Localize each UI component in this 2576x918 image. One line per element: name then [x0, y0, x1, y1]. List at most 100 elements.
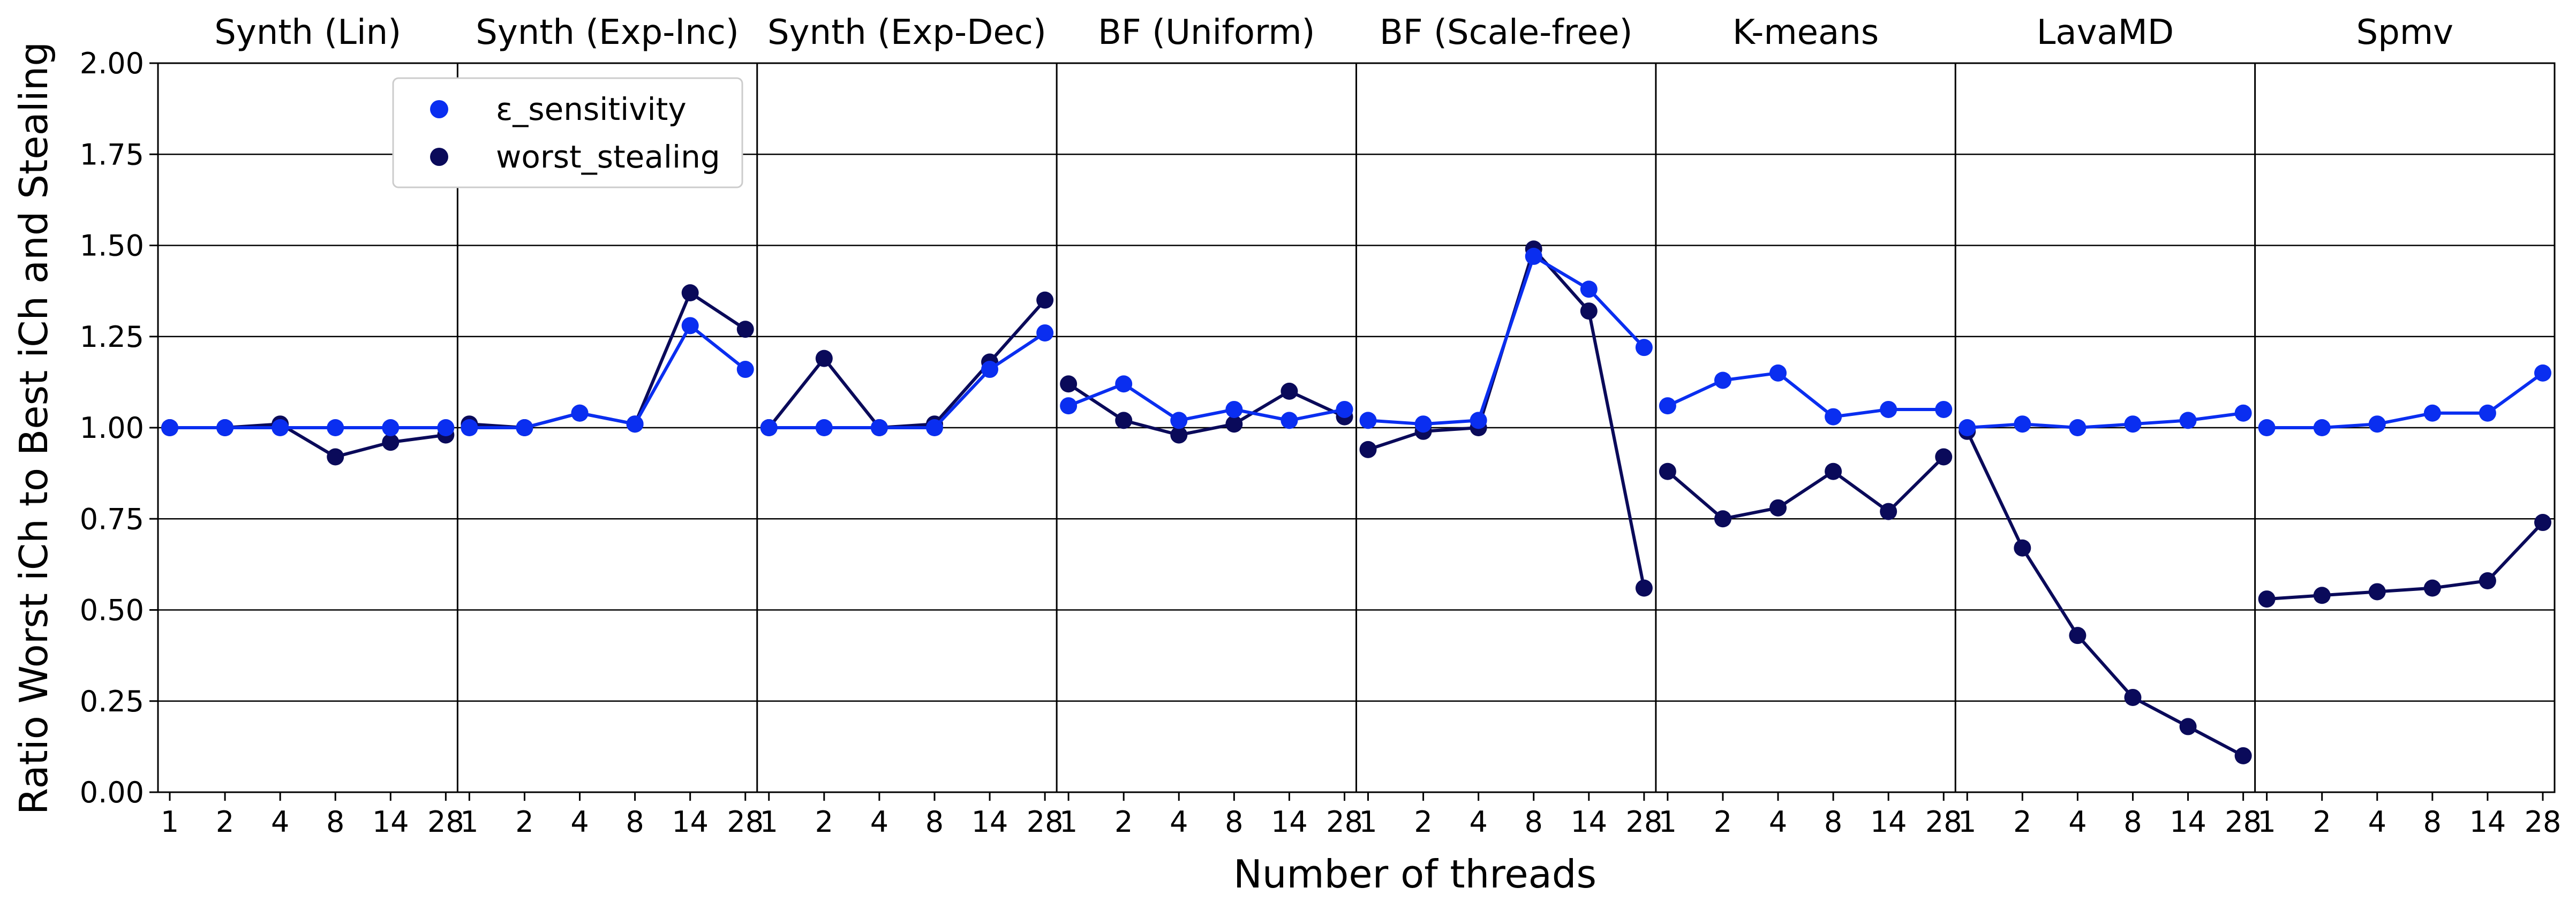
x-axis-label: Number of threads	[1233, 852, 1596, 897]
x-tick-label: 4	[271, 805, 289, 839]
worst-stealing-point	[1036, 291, 1054, 309]
eps-sensitivity-point	[1225, 400, 1243, 418]
worst-stealing-line	[469, 291, 747, 429]
eps-sensitivity-point	[1036, 324, 1054, 342]
eps-sensitivity-point	[681, 317, 699, 335]
eps-sensitivity-point	[216, 419, 234, 436]
eps-sensitivity-point	[327, 419, 344, 436]
eps-sensitivity-point	[1359, 412, 1377, 429]
worst-stealing-point	[1060, 375, 1078, 393]
worst-stealing-point	[2313, 587, 2331, 604]
eps-sensitivity-point	[2258, 419, 2276, 436]
eps-sensitivity-point	[1935, 400, 1953, 418]
eps-sensitivity-point	[2179, 412, 2197, 429]
panel-title: Synth (Exp-Dec)	[767, 13, 1046, 52]
eps-sensitivity-point	[815, 419, 833, 436]
x-tick-label: 8	[925, 805, 944, 839]
worst-stealing-line	[1067, 382, 1345, 437]
eps-sensitivity-point	[2479, 404, 2496, 422]
legend-marker-worst	[430, 148, 448, 166]
x-tick-label: 2	[1414, 805, 1432, 839]
y-tick-label: 1.75	[80, 138, 144, 171]
panel-title: BF (Scale-free)	[1380, 13, 1632, 52]
worst-stealing-point	[1825, 462, 1842, 480]
x-tick-label: 4	[2368, 805, 2386, 839]
y-tick-label: 0.50	[80, 594, 144, 627]
legend: ε_sensitivity worst_stealing	[392, 77, 743, 188]
eps-sensitivity-point	[2069, 419, 2087, 436]
worst-stealing-point	[2179, 718, 2197, 735]
panel-titles: Synth (Lin) Synth (Exp-Inc) Synth (Exp-Dec…	[214, 13, 2453, 52]
eps-sensitivity-point	[1170, 412, 1188, 429]
eps-sensitivity-point	[1336, 400, 1353, 418]
x-tick-label: 14	[2469, 805, 2506, 839]
worst-stealing-point	[2368, 583, 2386, 601]
worst-stealing-point	[2234, 747, 2252, 764]
worst-stealing-line	[2266, 521, 2544, 601]
x-tick-label: 4	[1769, 805, 1787, 839]
x-tick-label: 14	[1870, 805, 1907, 839]
panel-title: Synth (Lin)	[214, 13, 401, 52]
worst-stealing-point	[2069, 627, 2087, 644]
eps-sensitivity-point	[272, 419, 289, 436]
x-tick-label: 8	[2123, 805, 2142, 839]
eps-sensitivity-point	[1714, 371, 1731, 389]
x-tick-label: 14	[971, 805, 1008, 839]
y-tick-label: 1.50	[80, 229, 144, 263]
worst-stealing-point	[1880, 503, 1897, 520]
x-tick-label: 14	[372, 805, 409, 839]
eps-sensitivity-line	[1368, 254, 1646, 426]
x-tick-label: 14	[2170, 805, 2206, 839]
x-tick-label: 8	[1225, 805, 1243, 839]
x-tick-label: 28	[727, 805, 764, 839]
eps-sensitivity-point	[382, 419, 400, 436]
worst-stealing-point	[2258, 590, 2276, 608]
worst-stealing-point	[1115, 412, 1133, 429]
x-tick-label: 28	[1027, 805, 1064, 839]
eps-sensitivity-point	[1470, 412, 1487, 429]
worst-stealing-line	[1666, 456, 1945, 521]
x-tick-label: 1	[1059, 805, 1078, 839]
x-tick-label: 1	[760, 805, 778, 839]
eps-sensitivity-line	[469, 324, 747, 429]
eps-sensitivity-point	[1115, 375, 1133, 393]
worst-stealing-point	[1225, 415, 1243, 433]
worst-stealing-line	[767, 299, 1046, 429]
eps-sensitivity-point	[2313, 419, 2331, 436]
worst-stealing-point	[681, 284, 699, 302]
worst-stealing-point	[1170, 426, 1188, 444]
x-tick-label: 1	[1659, 805, 1677, 839]
panel-title: Spmv	[2356, 13, 2453, 52]
panel-title: Synth (Exp-Inc)	[476, 13, 739, 52]
eps-sensitivity-point	[626, 415, 644, 433]
worst-stealing-point	[1935, 448, 1953, 466]
eps-sensitivity-point	[981, 361, 999, 378]
x-tick-label: 4	[870, 805, 888, 839]
eps-sensitivity-point	[516, 419, 533, 436]
worst-stealing-point	[2534, 514, 2551, 532]
x-tick-label: 28	[1925, 805, 1962, 839]
worst-stealing-point	[1635, 579, 1653, 597]
eps-sensitivity-line	[1967, 411, 2244, 429]
eps-sensitivity-point	[1880, 400, 1897, 418]
x-tick-label: 4	[1170, 805, 1188, 839]
x-tick-label: 8	[626, 805, 644, 839]
y-tick-label: 2.00	[80, 47, 144, 80]
worst-stealing-point	[382, 434, 400, 451]
x-tick-label: 1	[460, 805, 478, 839]
x-tick-label: 28	[1626, 805, 1663, 839]
worst-stealing-point	[327, 448, 344, 466]
x-tick-label: 8	[2423, 805, 2442, 839]
eps-sensitivity-point	[1060, 397, 1078, 415]
x-tick-label: 2	[2313, 805, 2331, 839]
y-ticks: 0.00 0.25 0.50 0.75 1.00 1.25 1.50 1.75 2.00	[80, 47, 158, 809]
eps-sensitivity-point	[2534, 364, 2551, 382]
x-tick-label: 4	[2068, 805, 2087, 839]
x-tick-label: 28	[1326, 805, 1363, 839]
eps-sensitivity-point	[437, 419, 455, 436]
eps-sensitivity-point	[1769, 364, 1787, 382]
x-tick-label: 4	[570, 805, 589, 839]
x-tick-label: 1	[161, 805, 179, 839]
worst-stealing-line	[1965, 430, 2244, 757]
